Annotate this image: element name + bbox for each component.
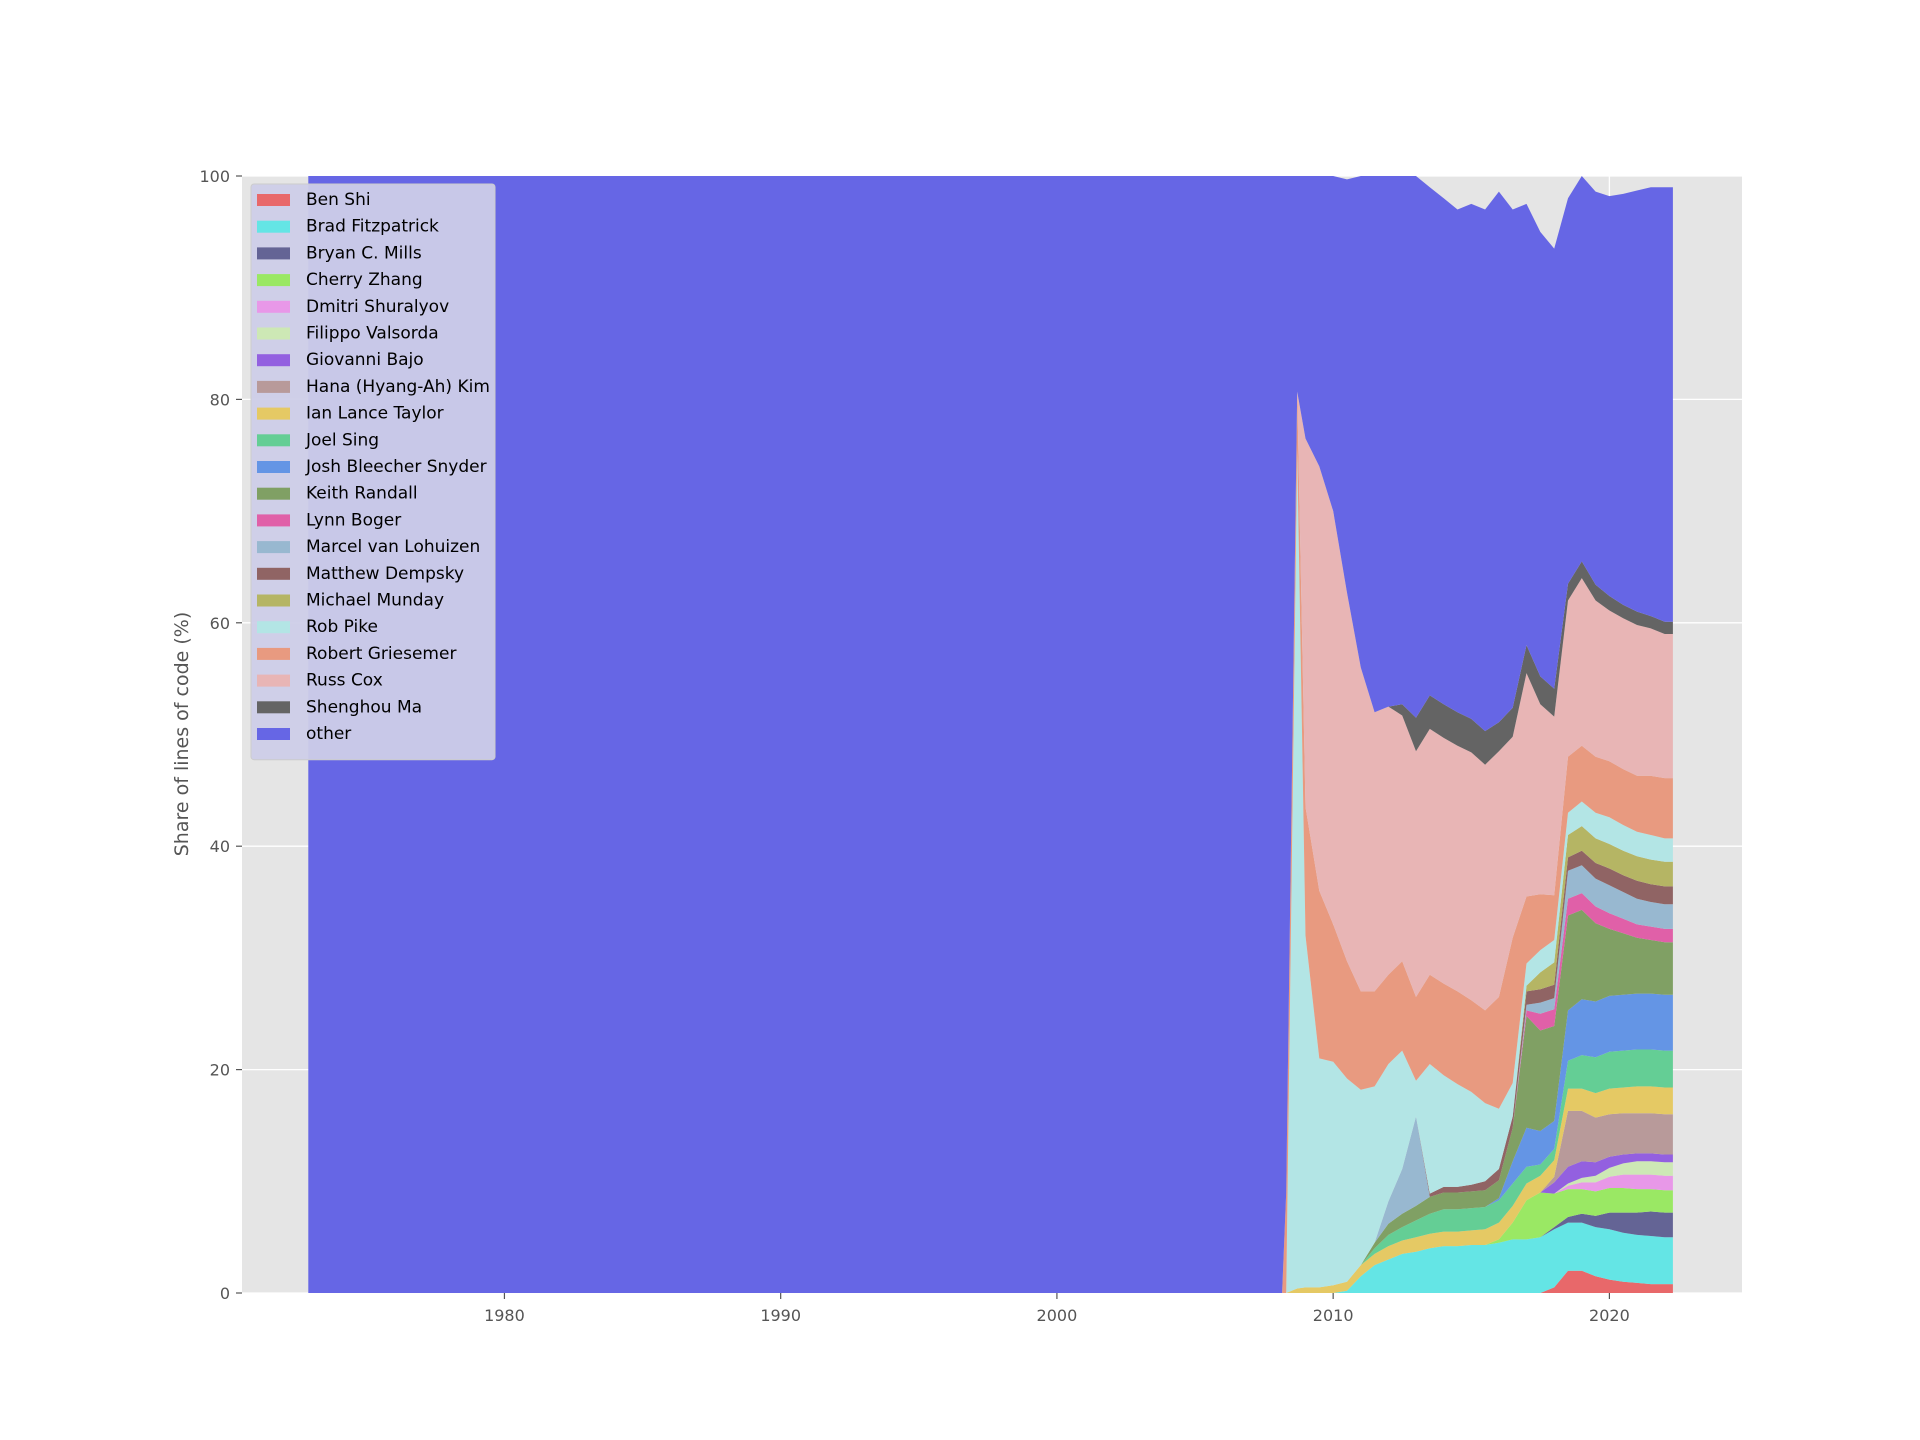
- legend-swatch: [257, 621, 290, 634]
- y-tick-label: 80: [210, 390, 230, 409]
- legend-swatch: [257, 220, 290, 233]
- legend-label: Matthew Dempsky: [306, 564, 464, 584]
- legend-label: Ben Shi: [306, 190, 371, 210]
- legend-label: Shenghou Ma: [306, 697, 422, 717]
- legend-swatch: [257, 487, 290, 500]
- legend-swatch: [257, 274, 290, 287]
- legend-swatch: [257, 247, 290, 260]
- legend-label: Robert Griesemer: [306, 644, 456, 664]
- area-rob-pike: [308, 450, 1673, 1293]
- y-tick-label: 0: [220, 1284, 230, 1303]
- y-axis-ticks: 0 20 40 60 80 100: [199, 167, 242, 1303]
- legend-swatch: [257, 354, 290, 367]
- y-tick-label: 100: [199, 167, 230, 186]
- area-other: [308, 176, 1673, 1293]
- legend-label: Rob Pike: [306, 617, 378, 637]
- y-tick-label: 20: [210, 1061, 230, 1080]
- x-tick-label: 2010: [1313, 1306, 1354, 1325]
- legend-box: [250, 183, 496, 761]
- x-tick-label: 1980: [484, 1306, 525, 1325]
- legend-swatch: [257, 461, 290, 473]
- legend-label: Joel Sing: [305, 430, 379, 450]
- legend-swatch: [257, 514, 290, 527]
- legend-swatch: [257, 194, 290, 206]
- area-brad-fitzpatrick: [308, 1222, 1673, 1293]
- x-tick-label: 1990: [760, 1306, 801, 1325]
- legend-swatch: [257, 728, 290, 740]
- series-areas: [308, 176, 1673, 1294]
- legend-label: Hana (Hyang-Ah) Kim: [306, 377, 490, 397]
- legend-label: Brad Fitzpatrick: [306, 217, 439, 237]
- legend-label: Giovanni Bajo: [306, 350, 424, 370]
- legend-label: Keith Randall: [306, 484, 418, 504]
- legend-label: Lynn Boger: [306, 510, 401, 530]
- legend-label: Cherry Zhang: [306, 270, 423, 290]
- legend: Ben Shi Brad Fitzpatrick Bryan C. Mills Che…: [250, 183, 496, 761]
- y-axis-title: Share of lines of code (%): [171, 612, 193, 857]
- legend-label: Ian Lance Taylor: [306, 404, 444, 424]
- x-tick-label: 2020: [1589, 1306, 1630, 1325]
- legend-swatch: [257, 327, 290, 340]
- legend-swatch: [257, 380, 290, 393]
- legend-swatch: [257, 541, 290, 554]
- area-cherry-zhang: [308, 1188, 1673, 1293]
- legend-swatch: [257, 567, 290, 580]
- y-tick-label: 40: [210, 837, 230, 856]
- legend-label: Marcel van Lohuizen: [306, 537, 480, 557]
- legend-swatch: [257, 407, 290, 420]
- legend-label: Russ Cox: [306, 671, 383, 691]
- legend-label: other: [306, 724, 351, 744]
- legend-label: Bryan C. Mills: [306, 243, 422, 263]
- legend-swatch: [257, 300, 290, 313]
- legend-label: Josh Bleecher Snyder: [305, 457, 487, 477]
- legend-swatch: [257, 647, 290, 660]
- legend-swatch: [257, 674, 290, 687]
- legend-label: Filippo Valsorda: [306, 324, 439, 344]
- legend-swatch: [257, 701, 290, 714]
- area-russ-cox: [308, 391, 1673, 1294]
- legend-label: Dmitri Shuralyov: [306, 297, 449, 317]
- legend-swatch: [257, 594, 290, 607]
- x-tick-label: 2000: [1037, 1306, 1078, 1325]
- y-tick-label: 60: [210, 614, 230, 633]
- x-axis-ticks: 1980 1990 2000 2010 2020: [484, 1293, 1630, 1325]
- legend-label: Michael Munday: [306, 591, 444, 611]
- legend-swatch: [257, 434, 290, 447]
